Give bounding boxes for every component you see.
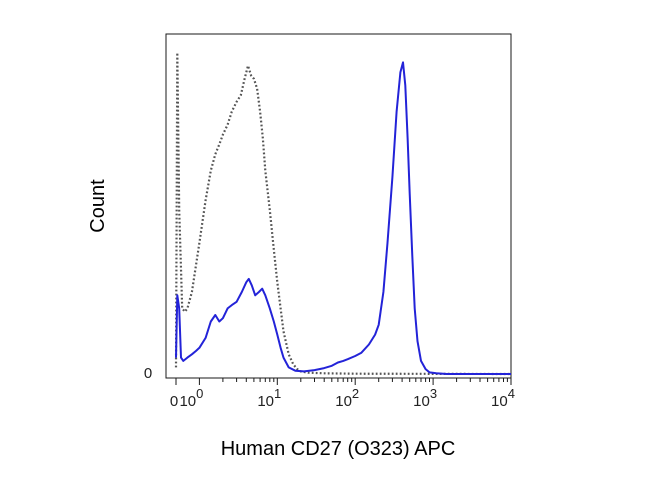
x-tick-base: 10 bbox=[413, 393, 430, 410]
x-tick-label: 0 bbox=[170, 393, 178, 410]
plot-frame bbox=[165, 33, 512, 379]
y-tick-label: 0 bbox=[144, 365, 152, 382]
x-tick-label: 103 bbox=[413, 386, 437, 410]
x-tick-exponent: 0 bbox=[196, 386, 203, 401]
x-tick-base: 10 bbox=[257, 393, 274, 410]
isotype-control-series-line bbox=[174, 51, 512, 376]
x-tick-base: 10 bbox=[179, 393, 196, 410]
x-tick-base: 10 bbox=[335, 393, 352, 410]
series-layer bbox=[174, 51, 512, 376]
x-axis: 0 100 101 102 103 104 bbox=[170, 378, 515, 410]
y-axis: 0 bbox=[144, 365, 152, 382]
stained-sample-series-line bbox=[175, 61, 511, 375]
x-axis-title: Human CD27 (O323) APC bbox=[221, 438, 456, 460]
x-tick-label: 101 bbox=[257, 386, 281, 410]
y-axis-title: Count bbox=[87, 179, 109, 233]
x-tick-exponent: 4 bbox=[508, 386, 515, 401]
x-tick-label: 102 bbox=[335, 386, 359, 410]
x-tick-exponent: 2 bbox=[352, 386, 359, 401]
x-tick-label: 104 bbox=[491, 386, 515, 410]
x-tick-base: 10 bbox=[491, 393, 508, 410]
x-tick-exponent: 1 bbox=[274, 386, 281, 401]
x-tick-exponent: 3 bbox=[430, 386, 437, 401]
x-tick-label: 100 bbox=[179, 386, 203, 410]
